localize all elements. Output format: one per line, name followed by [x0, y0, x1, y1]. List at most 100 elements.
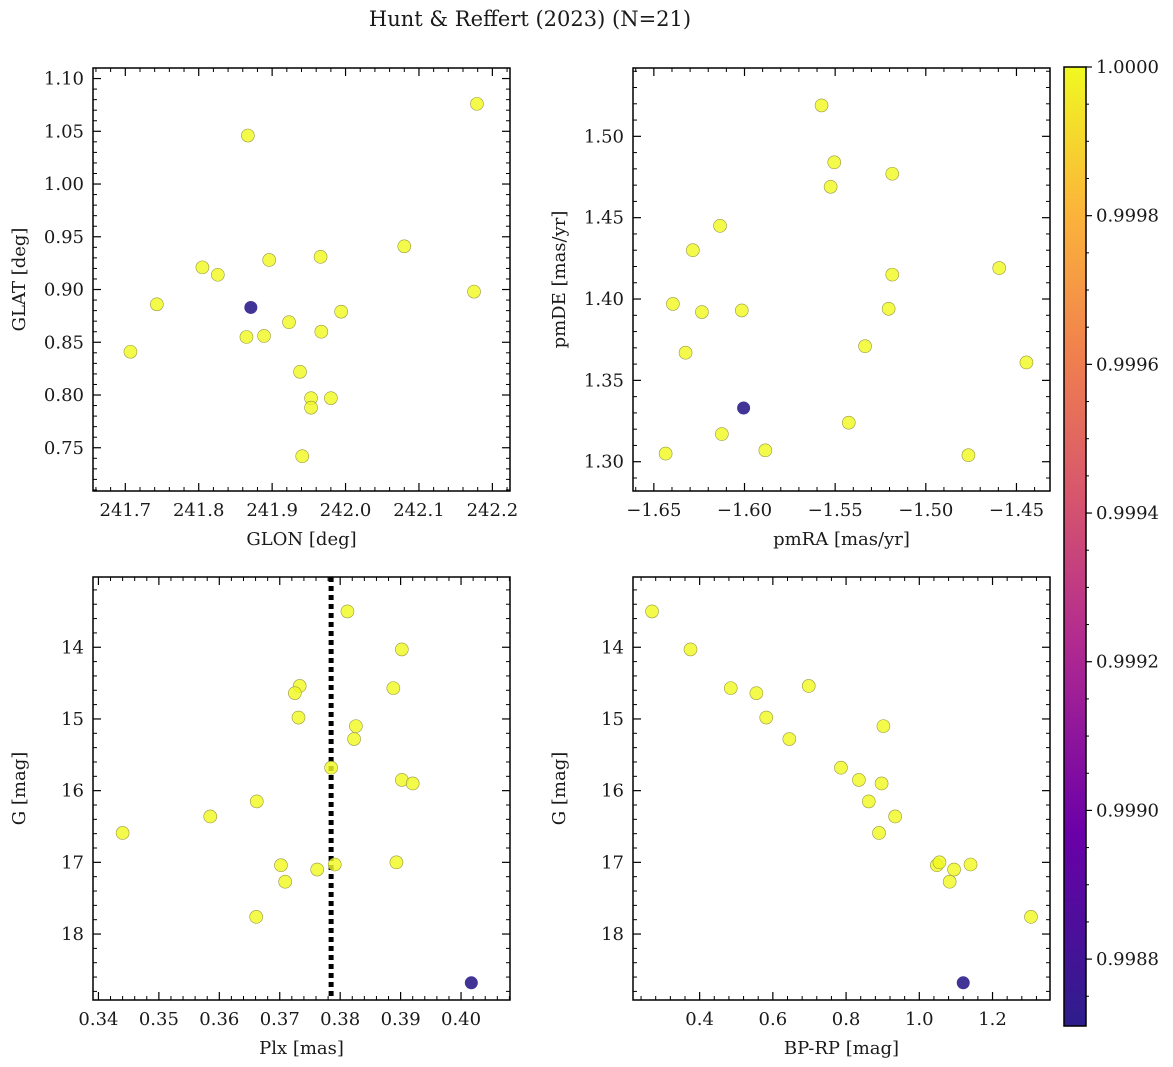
- y-tick-label: 1.00: [44, 174, 84, 195]
- y-tick-label: 1.40: [584, 289, 624, 310]
- data-point: [395, 642, 409, 657]
- x-tick-label: 1.2: [978, 1009, 1007, 1030]
- data-point: [397, 239, 412, 254]
- data-point: [249, 794, 264, 809]
- data-point: [195, 260, 210, 275]
- data-point: [861, 794, 876, 809]
- data-point: [678, 345, 693, 360]
- y-axis-label: G [mag]: [549, 752, 570, 825]
- data-point: [257, 329, 271, 343]
- data-point: [942, 874, 957, 889]
- colorbar-tick-label: 1.0000: [1096, 57, 1159, 78]
- data-point: [389, 855, 404, 870]
- x-tick-label: 0.34: [78, 1009, 118, 1030]
- panel-glon-glat: 241.7 241.8 241.9 242.0 242.1 242.2 0.75 0.80 0.…: [9, 67, 519, 550]
- data-point: [827, 155, 842, 170]
- y-tick-label: 0.75: [44, 438, 84, 459]
- data-point: [881, 301, 896, 316]
- y-tick-label: 17: [601, 852, 624, 873]
- y-tick-label: 1.45: [584, 208, 624, 229]
- data-point: [874, 776, 889, 791]
- y-tick-label: 1.50: [584, 126, 624, 147]
- y-tick-label: 15: [61, 709, 84, 730]
- x-axis-label: Plx [mas]: [259, 1038, 344, 1059]
- x-tick-label: 242.0: [320, 500, 372, 521]
- y-tick-label: 0.95: [44, 227, 84, 248]
- data-point: [241, 128, 255, 143]
- data-point: [262, 253, 276, 267]
- data-point: [666, 297, 680, 311]
- x-tick-label: 242.2: [467, 500, 519, 521]
- y-tick-label: 14: [61, 637, 84, 658]
- data-point: [841, 415, 856, 430]
- data-point: [123, 344, 138, 359]
- data-point: [723, 681, 738, 695]
- y-tick-label: 1.35: [584, 370, 624, 391]
- axes-frame: [92, 576, 511, 1001]
- points: [123, 97, 484, 463]
- panel-plx-g: 0.34 0.35 0.36 0.37 0.38 0.39 0.40 14 15 16 17 18 Pl…: [9, 576, 511, 1059]
- panel-pm: −1.65 −1.60 −1.55 −1.50 −1.45 1.30 1.35 1.40 1.4…: [549, 67, 1051, 550]
- x-axis-label: BP-RP [mag]: [784, 1038, 899, 1059]
- data-point: [645, 604, 659, 619]
- data-point: [334, 304, 348, 319]
- x-tick-label: 241.9: [246, 500, 298, 521]
- colorbar-tick-label: 0.9998: [1096, 206, 1159, 227]
- data-point: [715, 427, 729, 441]
- data-point: [324, 760, 338, 775]
- data-point: [291, 710, 306, 725]
- data-point: [876, 719, 891, 733]
- data-point: [758, 443, 773, 458]
- data-point: [734, 303, 749, 318]
- data-point: [293, 365, 307, 379]
- data-point: [932, 855, 947, 870]
- data-point: [239, 330, 254, 344]
- data-point: [324, 391, 338, 405]
- colorbar-tick-label: 0.9994: [1096, 503, 1159, 524]
- data-point: [1024, 910, 1038, 924]
- x-tick-label: 0.4: [685, 1009, 714, 1030]
- data-point: [713, 219, 727, 233]
- x-tick-label: 0.35: [139, 1009, 179, 1030]
- data-point: [340, 604, 355, 619]
- data-point: [405, 776, 420, 791]
- x-axis-label: GLON [deg]: [246, 529, 356, 550]
- data-point: [814, 98, 829, 113]
- data-point: [274, 858, 288, 873]
- data-point: [115, 826, 130, 840]
- x-tick-label: 0.40: [441, 1009, 481, 1030]
- data-point: [347, 732, 361, 746]
- points: [645, 604, 1038, 990]
- y-tick-label: 1.05: [44, 121, 84, 142]
- data-point: [310, 862, 325, 877]
- data-point: [1019, 355, 1034, 370]
- x-axis-label: pmRA [mas/yr]: [773, 529, 910, 550]
- data-point: [278, 874, 292, 889]
- x-tick-label: −1.55: [808, 500, 863, 521]
- figure-title: Hunt & Reffert (2023) (N=21): [369, 7, 691, 31]
- data-point: [295, 449, 310, 463]
- colorbar-tick-label: 0.9988: [1096, 949, 1159, 970]
- data-point: [737, 401, 751, 415]
- y-tick-label: 16: [601, 781, 624, 802]
- data-point: [858, 339, 872, 354]
- data-point: [759, 710, 774, 725]
- y-tick-label: 1.30: [584, 452, 624, 473]
- panel-cmd: 0.4 0.6 0.8 1.0 1.2 14 15 16 17 18 BP-RP [mag] G [m…: [549, 576, 1051, 1059]
- y-tick-label: 17: [61, 852, 84, 873]
- x-tick-label: 0.39: [381, 1009, 421, 1030]
- data-point: [782, 732, 797, 746]
- x-tick-label: −1.60: [717, 500, 772, 521]
- axes-frame: [632, 576, 1051, 1001]
- axes-frame: [92, 67, 511, 492]
- y-axis-label: GLAT [deg]: [9, 228, 30, 332]
- y-axis-label: G [mag]: [9, 752, 30, 825]
- data-point: [150, 297, 164, 312]
- points: [658, 98, 1034, 463]
- colorbar: 0.9988 0.9990 0.9992 0.9994 0.9996 0.9998 1.00…: [1063, 57, 1159, 1027]
- x-tick-label: 0.36: [199, 1009, 239, 1030]
- x-tick-label: 0.37: [260, 1009, 300, 1030]
- data-point: [686, 243, 700, 258]
- colorbar-tick-label: 0.9992: [1096, 652, 1159, 673]
